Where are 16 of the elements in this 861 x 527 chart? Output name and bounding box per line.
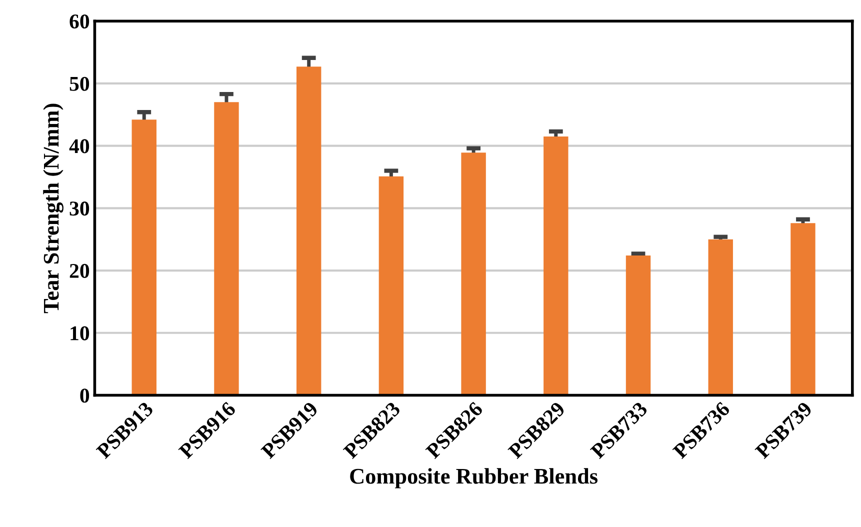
y-axis-title: Tear Strength (N/mm) — [43, 104, 64, 314]
y-tick-label: 60 — [70, 14, 90, 29]
bar — [461, 152, 486, 396]
y-tick-label: 30 — [70, 202, 90, 216]
bar — [132, 120, 156, 396]
bar — [214, 102, 239, 396]
bar — [544, 136, 568, 396]
bar — [378, 176, 404, 396]
y-tick-label: 0 — [80, 388, 90, 403]
bar — [296, 66, 322, 396]
y-tick-label: 20 — [70, 264, 90, 278]
x-axis-title: Composite Rubber Blends — [350, 468, 598, 488]
y-tick-label: 10 — [70, 326, 90, 340]
y-tick-label: 50 — [70, 76, 90, 91]
bar — [790, 223, 816, 396]
y-tick-label: 40 — [69, 139, 90, 154]
